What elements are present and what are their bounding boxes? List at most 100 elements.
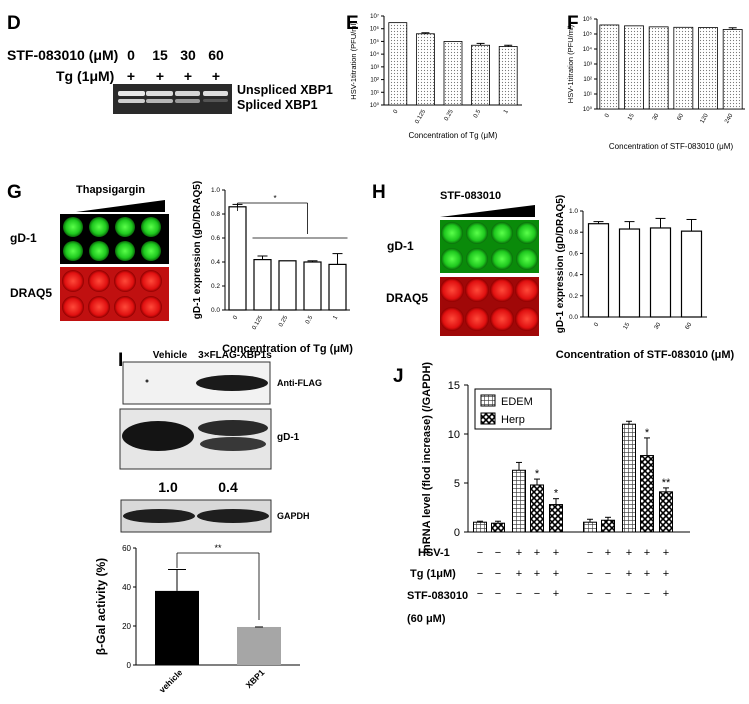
x-tick-label: 1 (332, 314, 339, 320)
y-tick-label: 10⁴ (583, 46, 593, 53)
x-tick-label: 15 (627, 112, 636, 121)
x-tick-label: 0 (232, 314, 239, 320)
treatment-sign: + (663, 568, 669, 580)
plus-sign: + (184, 68, 192, 84)
draq5-well (490, 307, 514, 331)
draq5-row-label: DRAQ5 (10, 286, 52, 300)
y-tick-label: 0 (454, 527, 460, 539)
bar (640, 455, 654, 533)
y-tick-label: 10⁵ (370, 38, 380, 45)
thapsigargin-label: Thapsigargin (76, 184, 145, 196)
x-tick-label: 0.5 (473, 108, 483, 119)
y-tick-label: 40 (122, 583, 131, 592)
bar (328, 263, 347, 311)
x-tick-label: 60 (685, 321, 694, 330)
significance-star: * (645, 427, 650, 439)
draq5-well (515, 307, 539, 331)
bar (303, 261, 322, 311)
bar (583, 521, 597, 533)
treatment-sign: − (534, 588, 540, 600)
y-tick-label: 10⁷ (370, 13, 379, 20)
gd1-well (89, 217, 109, 237)
bar (443, 41, 463, 106)
y-tick-label: 60 (122, 544, 131, 553)
bar (253, 259, 272, 311)
significance-star: ** (214, 543, 222, 553)
y-tick-label: 10¹ (370, 90, 379, 96)
legend-swatch-herp (480, 412, 496, 425)
panel-i-label: I (118, 350, 123, 371)
dose-gradient-wedge (76, 200, 165, 212)
dose-label: 60 (208, 47, 224, 63)
tg-row-label: Tg (1μM) (56, 68, 114, 84)
anti-flag-blot (122, 361, 271, 405)
y-tick-label: 10⁶ (583, 16, 593, 23)
treatment-sign: + (553, 568, 559, 580)
panel-g: G Thapsigargin gD-1 DRAQ5 0.00.20.40.60.… (7, 181, 353, 355)
x-tick-label: 30 (652, 112, 661, 121)
y-tick-label: 0.8 (569, 229, 578, 236)
stf-083010-label: STF-083010 (440, 190, 501, 202)
treatment-sign: + (663, 588, 669, 600)
y-axis-title: β-Gal activity (%) (94, 558, 108, 655)
gd1-blot-label: gD-1 (277, 432, 300, 443)
panel-h: H STF-083010 gD-1 DRAQ5 0.0 0.2 0.4 0.6 0.8 1… (372, 182, 735, 361)
y-tick-label: 0.6 (569, 250, 578, 257)
x-tick-label: XBP1 (244, 667, 267, 690)
plus-sign: + (156, 68, 164, 84)
x-axis-title: Concentration of STF-083010 (μM) (609, 142, 734, 151)
draq5-well (440, 307, 464, 331)
unspliced-xbp1-label: Unspliced XBP1 (237, 83, 333, 97)
dose-gradient-wedge (440, 205, 535, 217)
bar (673, 26, 694, 110)
x-tick-label: 0.25 (444, 108, 455, 122)
x-tick-label: 0.25 (278, 314, 289, 328)
bar (498, 46, 518, 106)
x-tick-label: 0 (604, 112, 611, 118)
y-tick-label: 0.0 (569, 314, 578, 321)
x-tick-label: 0.5 (305, 314, 315, 325)
treatment-sign: + (516, 568, 522, 580)
y-tick-label: 10⁶ (370, 26, 380, 33)
quant-vehicle: 1.0 (158, 479, 178, 495)
panel-i-chart: 0 20 40 60 vehicle XBP1 ** β-Gal activity (%) (94, 543, 300, 695)
y-tick-label: 10³ (583, 62, 592, 68)
draq5-well (140, 270, 162, 292)
gd1-well (141, 241, 161, 261)
treatment-sign: − (644, 588, 650, 600)
gd1-well (63, 241, 83, 261)
x-tick-label: 240 (724, 112, 735, 124)
plus-sign: + (127, 68, 135, 84)
draq5-well (62, 270, 84, 292)
panel-j-treatment-table: HSV-1− − + + + − + + + +Tg (1μM) − − + + + − − + + +STF-083… (407, 547, 669, 625)
panel-g-chart: 0.0 0.2 0.4 0.6 0.8 1.0 0 0.125 0.25 0.5 1 gD-1 exp… (192, 181, 353, 355)
y-axis-title: HSV-1titration (PFU/ml) (349, 21, 358, 100)
gd1-well (466, 248, 488, 270)
bar (415, 33, 435, 106)
treatment-sign: − (626, 588, 632, 600)
gd1-well (441, 248, 463, 270)
y-tick-label: 0.4 (211, 259, 220, 266)
y-axis-title: gD-1 expression (gD/DRAQ5) (555, 195, 566, 333)
bar (648, 26, 669, 110)
vehicle-lane-label: Vehicle (153, 350, 188, 361)
y-tick-label: 0.2 (569, 293, 578, 300)
panel-f: F 10⁰ 10¹ 10² 10³ 10⁴ 10⁵ 10⁶ 0 15 30 60 120 240 HSV-… (566, 13, 745, 151)
x-tick-label: 0.125 (414, 108, 427, 125)
treatment-sign: + (644, 547, 650, 559)
bar (722, 29, 743, 110)
bar (473, 521, 487, 533)
legend-label-edem: EDEM (501, 396, 533, 408)
bar (649, 227, 672, 318)
treatment-sign: + (663, 547, 669, 559)
panel-e-chart: 10⁰ 10¹ 10² 10³ 10⁴ 10⁵ 10⁶ 10⁷ 0 0.125 0.25 0.5 1 HS… (349, 13, 522, 140)
y-tick-label: 0.6 (211, 235, 220, 242)
legend-label-herp: Herp (501, 414, 525, 426)
treatment-sign: − (477, 547, 483, 559)
draq5-well (62, 296, 84, 318)
y-tick-label: 10⁰ (370, 102, 380, 109)
x-axis-title: Concentration of STF-083010 (μM) (556, 349, 735, 361)
panel-g-plate (60, 214, 169, 321)
x-tick-label: 0 (393, 108, 400, 114)
